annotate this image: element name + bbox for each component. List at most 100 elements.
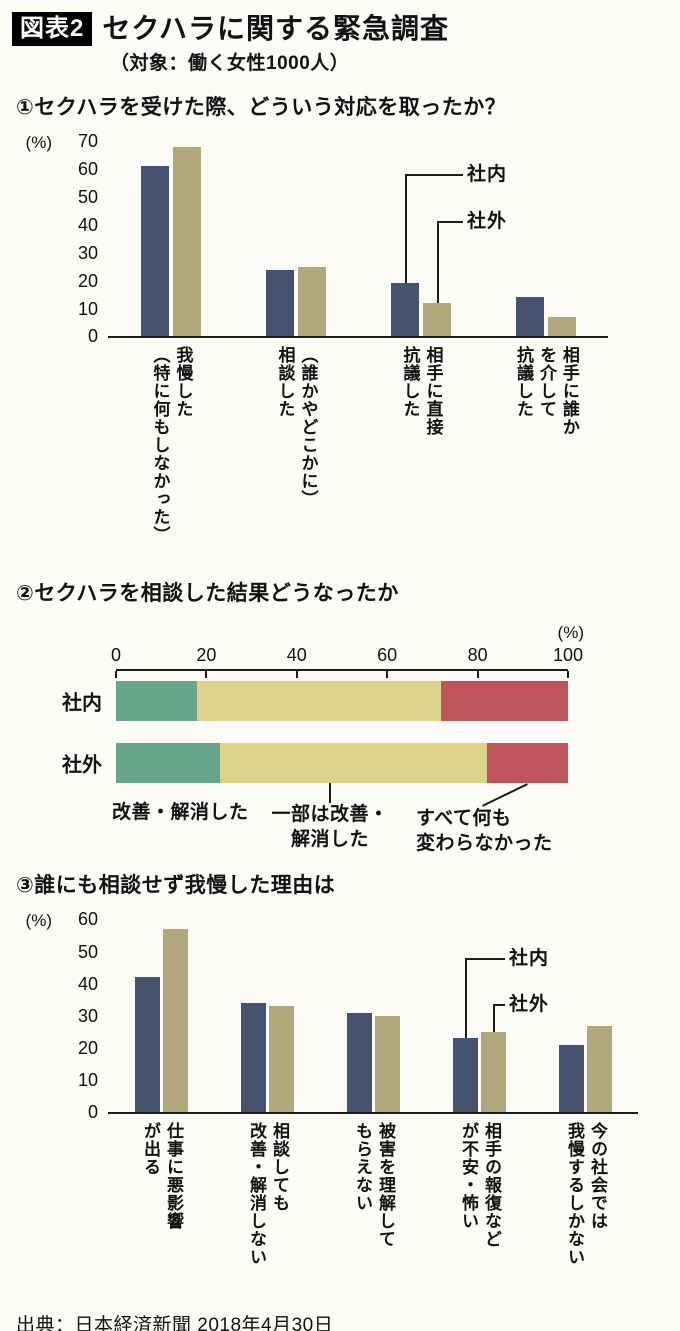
- figure-badge: 図表2: [12, 12, 93, 47]
- category-label: 相手の報復など が不安・怖い: [459, 1122, 501, 1249]
- category-label: 相談しても 改善・解消しない: [247, 1122, 289, 1267]
- segment-社外-1: [219, 743, 487, 784]
- y-axis-unit: (%): [25, 911, 52, 931]
- bar-社外: [162, 929, 188, 1113]
- x-axis-tick: [476, 671, 479, 679]
- y-axis-tick-label: 20: [77, 1038, 98, 1059]
- row-label-社内: 社内: [62, 692, 102, 715]
- bar-group: [558, 921, 612, 1113]
- x-axis-tick-label: 0: [110, 645, 122, 666]
- segment-社内-2: [441, 681, 568, 722]
- category-label-cell: 相手の報復など が不安・怖い: [426, 1122, 532, 1294]
- x-axis-tick-labels: 0 20 40 60 80 100: [111, 645, 583, 669]
- y-axis-tick-label: 40: [77, 214, 98, 235]
- bar-社内: [134, 977, 160, 1113]
- y-axis-tick-label: 10: [77, 298, 98, 319]
- bar-社外: [422, 302, 451, 337]
- y-axis-tick-label: 60: [77, 159, 98, 180]
- bar-group: [452, 921, 506, 1113]
- x-axis-unit: (%): [557, 623, 584, 643]
- bar-社内: [452, 1038, 478, 1113]
- leader-line-vertical: [329, 783, 331, 804]
- legend-label-社外: 社外: [467, 211, 508, 233]
- x-axis-tick: [386, 671, 389, 679]
- bar-社内: [265, 269, 294, 337]
- bar-group: [134, 921, 188, 1113]
- category-label: 相手に誰か を介して 抗議した: [514, 346, 579, 437]
- x-axis-labels: 仕事に悪影響 が出る 相談しても 改善・解消しない 被害を理解して もらえない 相手の…: [108, 1122, 638, 1294]
- x-axis-tick-label: 100: [552, 645, 584, 666]
- leader-line-diagonal: [482, 783, 529, 808]
- segment-社内-0: [116, 681, 198, 722]
- header: 図表2 セクハラに関する緊急調査: [12, 12, 672, 47]
- plot-area: (%) 0 10 20 30 40 50 60 社内 社外: [26, 909, 638, 1122]
- x-axis-tick: [295, 671, 298, 679]
- chart3-title: ③誰にも相談せず我慢した理由は: [16, 874, 336, 898]
- stacked-bar-row: 社外: [62, 743, 568, 784]
- chart1-title: ①セクハラを受けた際、どういう対応を取ったか？: [16, 96, 507, 120]
- section-q1: ①セクハラを受けた際、どういう対応を取ったか？ (%) 0 10 20 30 40 50 60…: [12, 91, 672, 561]
- category-label: （誰かやどこかに） 相談した: [275, 346, 318, 509]
- x-axis-tick: [567, 671, 569, 679]
- bar-group: [515, 143, 576, 337]
- segment-labels: 改善・解消した 一部は改善・ 解消した すべて何も 変わらなかった: [112, 783, 568, 855]
- section-q3: ③誰にも相談せず我慢した理由は (%) 0 10 20 30 40 50 60 社内 社外 仕事に悪…: [12, 869, 672, 1294]
- y-axis-tick-label: 60: [77, 909, 98, 930]
- bar-groups: [108, 143, 608, 337]
- x-axis-tick-label: 40: [286, 645, 307, 666]
- bar-社外: [480, 1031, 506, 1113]
- bar-社外: [586, 1025, 612, 1113]
- bar-社外: [374, 1015, 400, 1113]
- x-axis-tick: [115, 671, 117, 679]
- legend-callout-line: [465, 958, 505, 1039]
- segment-社内-1: [197, 681, 442, 722]
- y-axis-tick-label: 0: [87, 1102, 98, 1123]
- stacked-bar-row: 社内: [62, 681, 568, 722]
- category-label-cell: 相談しても 改善・解消しない: [214, 1122, 320, 1294]
- category-label-cell: 被害を理解して もらえない: [320, 1122, 426, 1294]
- stacked-bar-社内: [116, 681, 568, 722]
- category-label: 相手に直接 抗議した: [400, 346, 443, 437]
- survey-target-subtitle: （対象：働く女性1000人）: [110, 53, 350, 75]
- chart2-stacked-bar-chart: (%) 0 20 40 60 80 100 社内 社外 改善・解消した 一部は改善・ 解消した すべて…: [62, 623, 672, 855]
- x-axis-line: [115, 669, 569, 681]
- bar-社外: [172, 146, 201, 337]
- y-axis-tick-label: 70: [77, 131, 98, 152]
- x-axis-labels: 我慢した （特に何もしなかった） （誰かやどこかに） 相談した 相手に直接 抗議した…: [108, 346, 608, 561]
- category-label-cell: 我慢した （特に何もしなかった）: [108, 346, 233, 561]
- bar-社外: [268, 1006, 294, 1113]
- bar-社内: [240, 1003, 266, 1113]
- legend-label-社内: 社内: [509, 948, 550, 970]
- bar-group: [346, 921, 400, 1113]
- y-axis-tick-label: 50: [77, 941, 98, 962]
- x-axis-tick: [205, 671, 208, 679]
- bar-社内: [558, 1044, 584, 1113]
- category-label: 被害を理解して もらえない: [353, 1122, 395, 1249]
- stacked-chart-body: (%) 0 20 40 60 80 100 社内 社外 改善・解消した 一部は改善・ 解消した すべて…: [62, 623, 584, 855]
- segment-label-0: 改善・解消した: [112, 802, 249, 824]
- legend-callout-line: [493, 1004, 505, 1032]
- bar-group: [390, 143, 451, 337]
- bar-社内: [390, 283, 419, 337]
- bar-groups: [108, 921, 638, 1113]
- y-axis-tick-label: 50: [77, 187, 98, 208]
- segment-社外-2: [486, 743, 568, 784]
- category-label-cell: 今の社会では 我慢するしかない: [532, 1122, 638, 1294]
- segment-label-2: すべて何も 変わらなかった: [416, 808, 553, 855]
- chart2-title: ②セクハラを相談した結果どうなったか: [16, 582, 399, 606]
- bar-group: [265, 143, 326, 337]
- y-axis-tick-label: 30: [77, 1005, 98, 1026]
- category-label: 仕事に悪影響 が出る: [141, 1122, 183, 1231]
- section-q2: ②セクハラを相談した結果どうなったか (%) 0 20 40 60 80 100 社内 社外 改善…: [12, 577, 672, 855]
- y-axis-tick-label: 30: [77, 242, 98, 263]
- category-label-cell: 相手に直接 抗議した: [358, 346, 483, 561]
- segment-label-1: 一部は改善・ 解消した: [271, 804, 389, 851]
- legend-label-社外: 社外: [509, 994, 550, 1016]
- x-axis-tick-label: 80: [467, 645, 488, 666]
- y-axis-tick-label: 10: [77, 1070, 98, 1091]
- chart1-grouped-bar-chart: (%) 0 10 20 30 40 50 60 70 社内 社外 我慢した （特に何もしなかった） （誰…: [26, 131, 672, 561]
- bar-社外: [297, 266, 326, 337]
- bar-社内: [346, 1012, 372, 1113]
- x-axis-tick-label: 20: [196, 645, 217, 666]
